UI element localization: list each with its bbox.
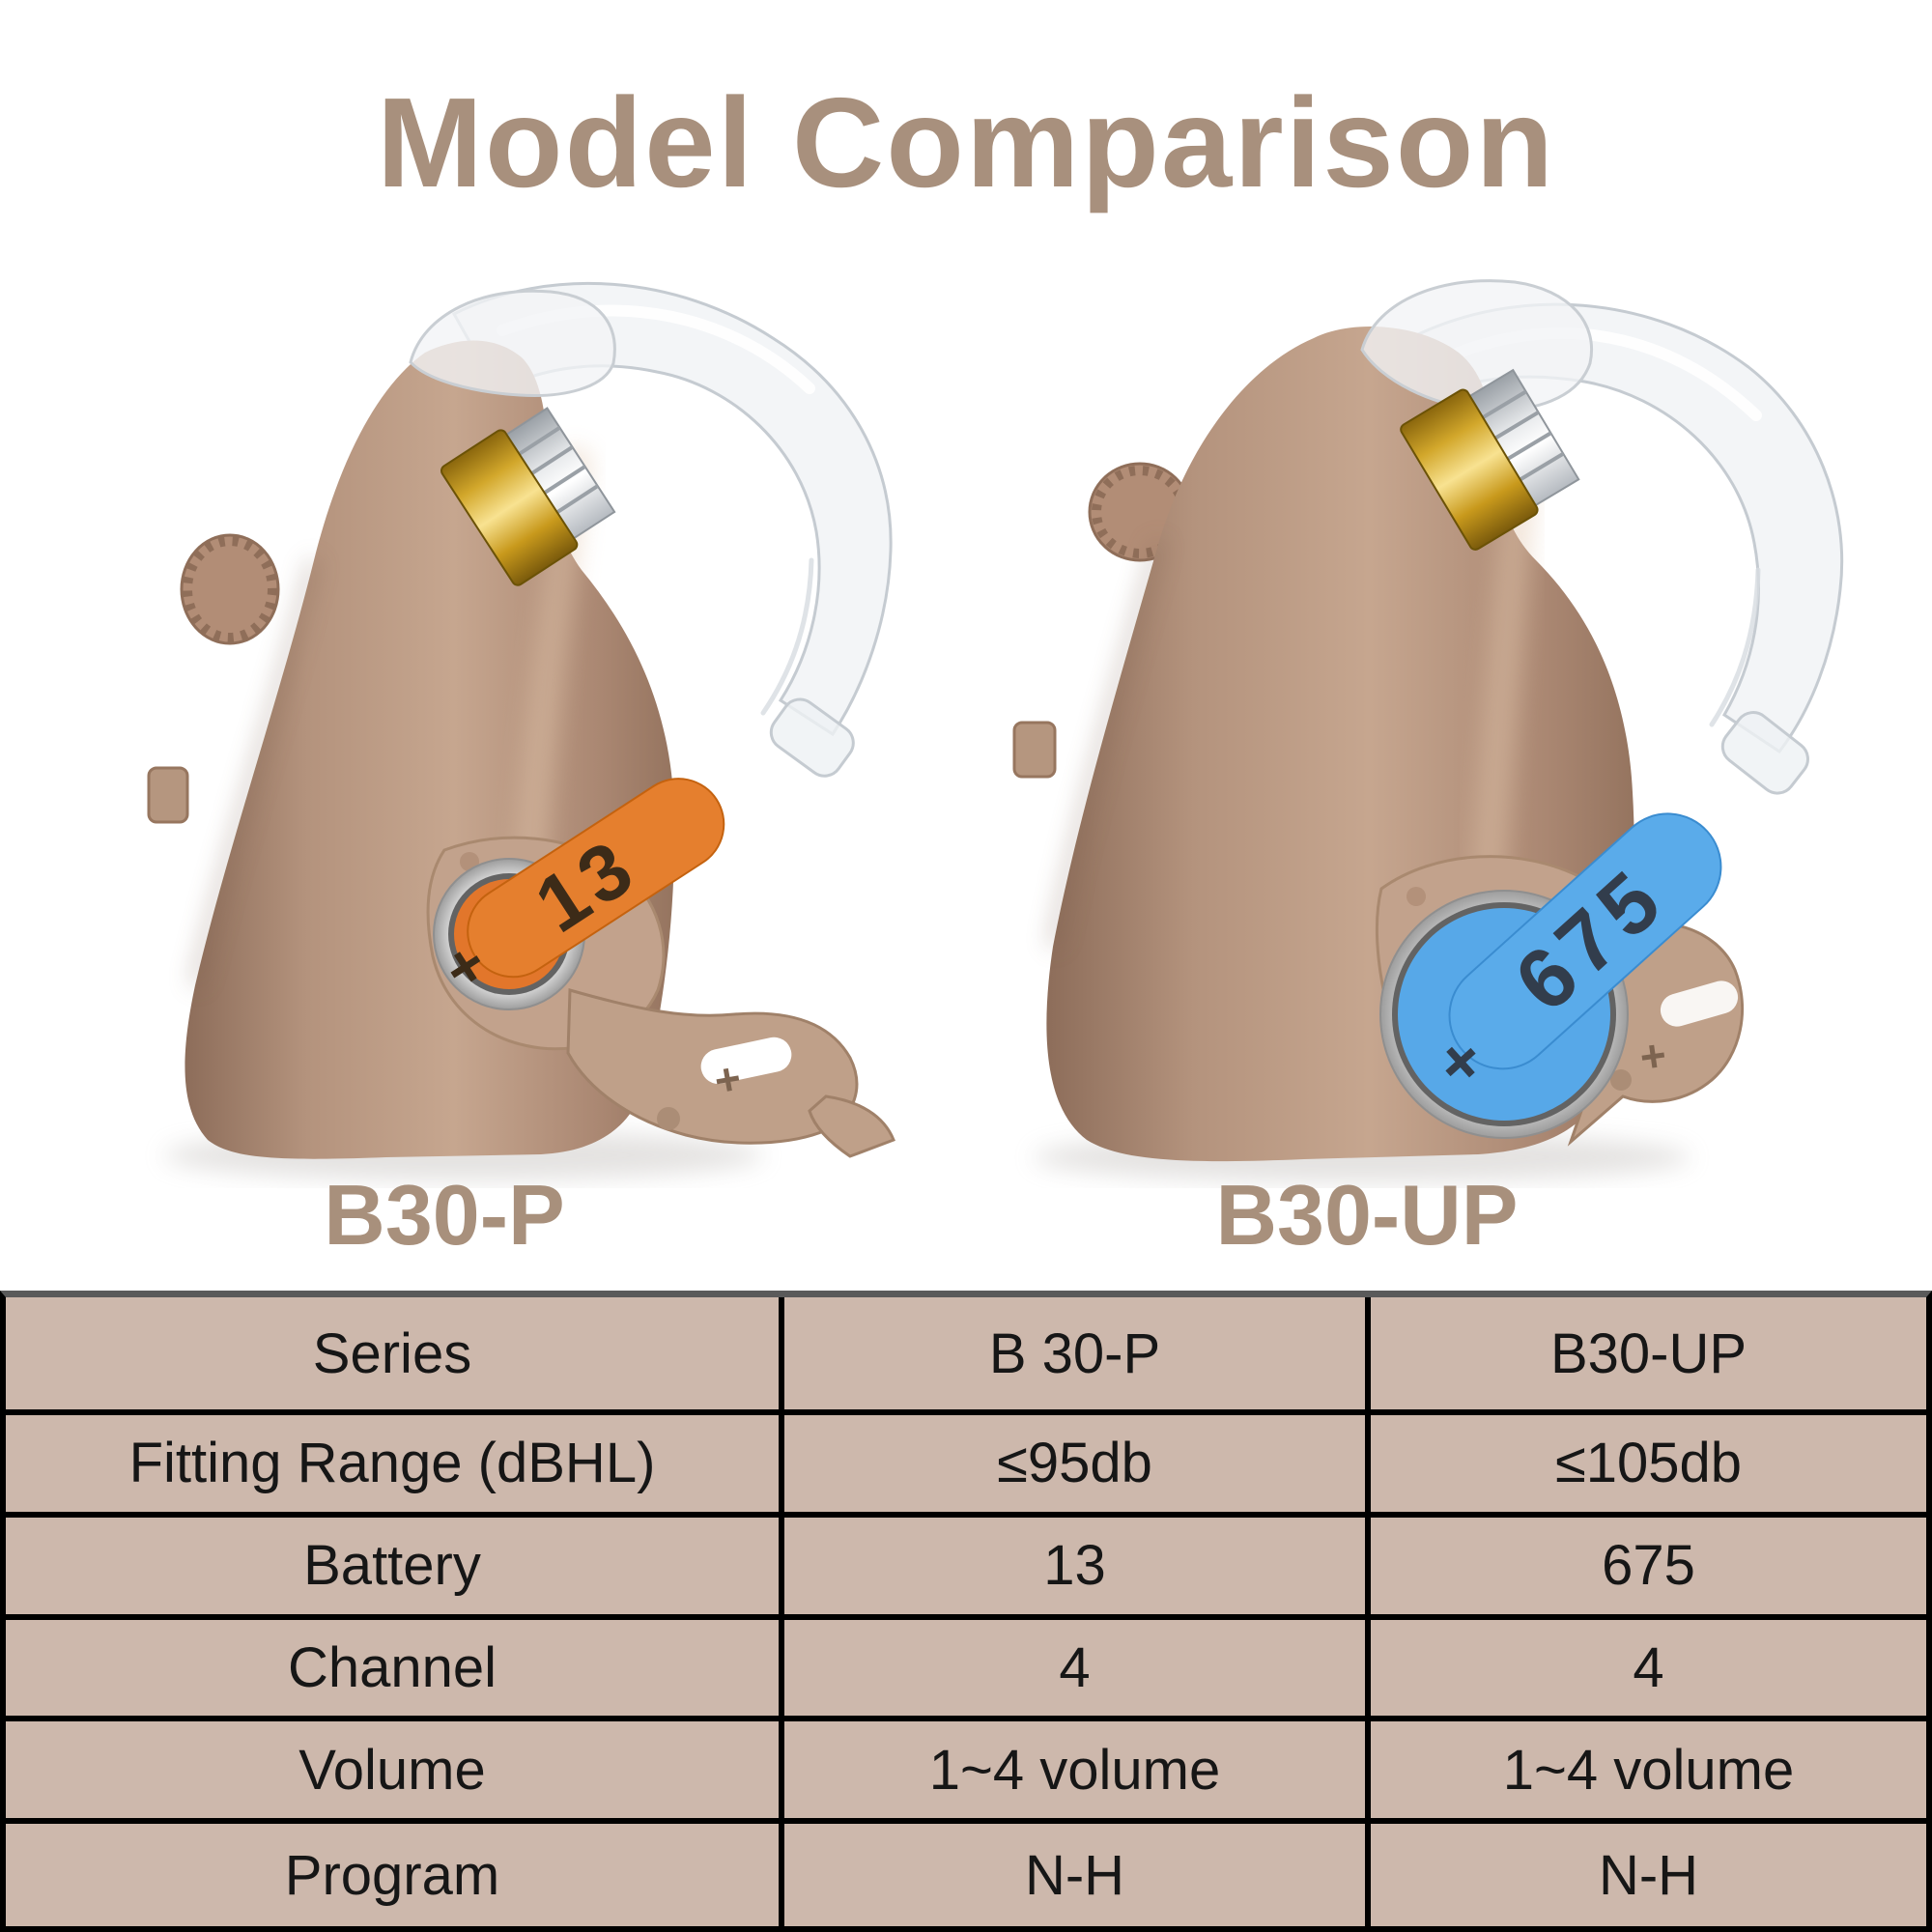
table-row-label-cell: Volume [6, 1721, 784, 1825]
table-row-label-cell: Channel [6, 1619, 784, 1722]
table-row-label-cell: Fitting Range (dBHL) [6, 1415, 784, 1518]
table-cell-b30p: N-H [784, 1824, 1371, 1926]
mic-cap [409, 289, 616, 397]
battery: + 13 [431, 778, 725, 1010]
spec-table: Series B 30-P B30-UP Fitting Range (dBHL… [0, 1291, 1932, 1932]
switch-nub [147, 766, 189, 824]
table-cell-b30up: 675 [1371, 1517, 1926, 1620]
table-cell-b30up: N-H [1371, 1824, 1926, 1926]
gold-connector [1400, 368, 1580, 551]
ear-hook-tip [769, 697, 855, 778]
gold-connector [440, 407, 616, 586]
table-cell-b30p: B 30-P [784, 1297, 1371, 1415]
device-label-b30-p: B30-P [324, 1167, 565, 1263]
table-cell-b30p: 1~4 volume [784, 1721, 1371, 1825]
table-cell-b30up: ≤105db [1371, 1415, 1926, 1518]
mic-cap [1360, 279, 1593, 412]
table-cell-b30up: 4 [1371, 1619, 1926, 1722]
table-cell-b30up: B30-UP [1371, 1297, 1926, 1415]
table-row-label-cell: Series [6, 1297, 784, 1415]
table-cell-b30p: 4 [784, 1619, 1371, 1722]
table-cell-b30p: ≤95db [784, 1415, 1371, 1518]
switch-nub [1012, 721, 1057, 779]
device-label-b30-up: B30-UP [1215, 1167, 1519, 1263]
volume-wheel [180, 533, 280, 645]
ear-hook-tip [1720, 711, 1809, 795]
table-row-label-cell: Battery [6, 1517, 784, 1620]
hearing-aid-photo-b30-p: + + 13 [147, 281, 895, 1180]
table-cell-b30p: 13 [784, 1517, 1371, 1620]
table-cell-b30up: 1~4 volume [1371, 1721, 1926, 1825]
hearing-aid-photo-b30-up: + + 675 [1012, 279, 1844, 1182]
table-row-label-cell: Program [6, 1824, 784, 1926]
page-title: Model Comparison [376, 71, 1556, 213]
